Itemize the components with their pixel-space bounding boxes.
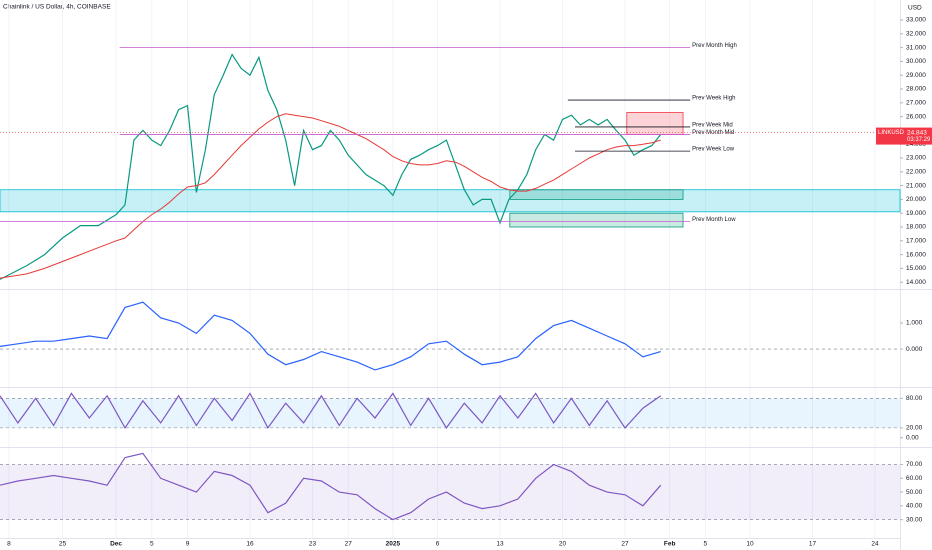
y-tick-label: 21.000 (906, 182, 926, 189)
x-tick-label: 24 (871, 541, 879, 548)
y-tick-label: 30.00 (906, 516, 923, 523)
y-tick-label: 23.000 (906, 155, 926, 162)
countdown: 03:37:29 (907, 137, 931, 143)
y-tick-label: 1.000 (906, 320, 923, 327)
y-tick-label: 40.00 (906, 503, 923, 510)
level-label: Prev Month Low (692, 217, 736, 223)
y-tick-label: 32.000 (906, 31, 926, 38)
y-tick-label: 0.00 (906, 434, 919, 441)
y-tick-label: 15.000 (906, 265, 926, 272)
y-tick-label: 20.00 (906, 425, 923, 432)
y-tick-label: 60.00 (906, 475, 923, 482)
currency-label: USD (908, 5, 922, 12)
level-label: Prev Week Mid (692, 123, 733, 129)
series-line (0, 301, 661, 371)
x-tick-label: 16 (246, 541, 254, 548)
x-tick-label: 5 (150, 541, 154, 548)
y-tick-label: 50.00 (906, 489, 923, 496)
x-tick-label: 6 (436, 541, 440, 548)
x-tick-label: Dec (110, 541, 122, 548)
y-tick-label: 33.000 (906, 17, 926, 24)
x-tick-label: 20 (559, 541, 567, 548)
x-tick-label: 27 (621, 541, 629, 548)
y-tick-label: 19.000 (906, 210, 926, 217)
band (0, 464, 900, 520)
y-tick-label: 28.000 (906, 86, 926, 93)
y-tick-label: 70.00 (906, 461, 923, 468)
y-tick-label: 20.000 (906, 196, 926, 203)
y-tick-label: 27.000 (906, 100, 926, 107)
y-tick-label: 16.000 (906, 251, 926, 258)
y-tick-label: 14.000 (906, 279, 926, 286)
y-tick-label: 26.000 (906, 113, 926, 120)
x-tick-label: Feb (664, 541, 676, 548)
x-tick-label: 10 (746, 541, 754, 548)
zone (509, 189, 684, 200)
x-tick-label: 27 (345, 541, 353, 548)
y-tick-label: 0.000 (906, 346, 923, 353)
series-line (0, 392, 662, 430)
y-tick-label: 31.000 (906, 44, 926, 51)
series-line (0, 53, 662, 280)
x-tick-label: 17 (809, 541, 817, 548)
last-price: 24.843 (907, 129, 927, 136)
x-tick-label: 2025 (386, 541, 401, 548)
y-tick-label: 80.00 (906, 395, 923, 402)
x-tick-label: 8 (7, 541, 11, 548)
last-price-tag (876, 127, 932, 145)
y-tick-label: 17.000 (906, 238, 926, 245)
last-symbol: LINKUSD (878, 130, 905, 136)
level-label: Prev Month High (692, 43, 737, 49)
y-tick-label: 22.000 (906, 169, 926, 176)
x-tick-label: 25 (59, 541, 67, 548)
x-tick-label: 13 (496, 541, 504, 548)
y-tick-label: 30.000 (906, 58, 926, 65)
y-tick-label: 29.000 (906, 72, 926, 79)
level-label: Prev Week Low (692, 147, 735, 153)
level-label: Prev Week High (692, 96, 735, 102)
series-line (0, 452, 662, 521)
zone (0, 189, 901, 213)
zone (626, 112, 684, 135)
x-tick-label: 23 (309, 541, 317, 548)
y-tick-label: 18.000 (906, 224, 926, 231)
x-tick-label: 9 (186, 541, 190, 548)
level-label: Prev Month Mid (692, 130, 734, 136)
chart-title: Chainlink / US Dollar, 4h, COINBASE (3, 4, 111, 11)
series-line (0, 113, 661, 279)
x-tick-label: 5 (704, 541, 708, 548)
zone (509, 212, 684, 228)
